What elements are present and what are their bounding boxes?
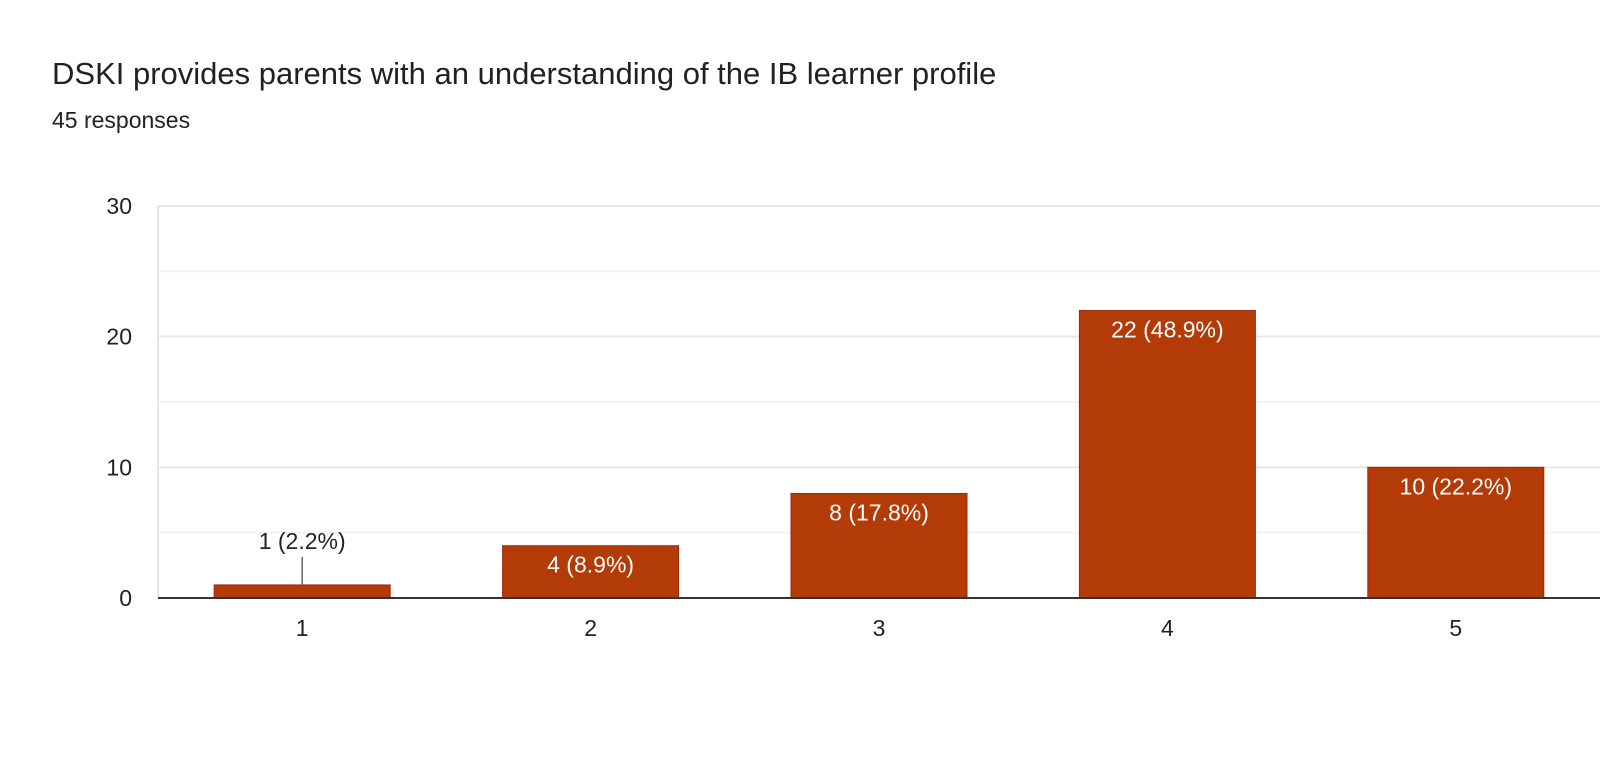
- x-tick-label: 1: [296, 615, 309, 641]
- y-tick-label: 0: [119, 585, 132, 611]
- data-label-3: 8 (17.8%): [829, 499, 929, 525]
- x-tick-label: 2: [584, 615, 597, 641]
- data-label-1: 1 (2.2%): [259, 528, 346, 554]
- x-tick-label: 3: [873, 615, 886, 641]
- bar-5: [1367, 466, 1545, 599]
- y-tick-label: 20: [106, 324, 132, 350]
- bar-3: [790, 492, 968, 599]
- bar-2: [502, 545, 680, 599]
- x-tick-label: 4: [1161, 615, 1174, 641]
- bar-1: [213, 584, 391, 599]
- y-tick-label: 30: [106, 193, 132, 219]
- response-count: 45 responses: [52, 107, 191, 133]
- bar-4: [1078, 310, 1256, 599]
- data-label-5: 10 (22.2%): [1400, 473, 1513, 499]
- x-tick-label: 5: [1449, 615, 1462, 641]
- data-label-4: 22 (48.9%): [1111, 317, 1224, 343]
- y-tick-label: 10: [106, 454, 132, 480]
- chart-title: DSKI provides parents with an understand…: [52, 56, 997, 91]
- data-label-2: 4 (8.9%): [547, 552, 634, 578]
